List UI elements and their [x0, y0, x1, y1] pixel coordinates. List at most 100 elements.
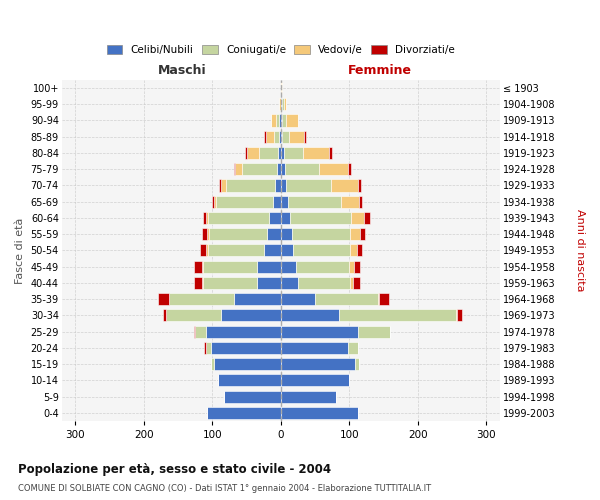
- Bar: [354, 260, 361, 272]
- Bar: [350, 228, 359, 240]
- Bar: [350, 244, 357, 256]
- Bar: [202, 277, 203, 289]
- Bar: [257, 260, 281, 272]
- Bar: [364, 212, 370, 224]
- Bar: [202, 228, 207, 240]
- Bar: [280, 130, 281, 143]
- Bar: [206, 326, 281, 338]
- Bar: [194, 326, 195, 338]
- Bar: [282, 114, 286, 126]
- Y-axis label: Fasce di età: Fasce di età: [15, 217, 25, 284]
- Bar: [281, 163, 285, 175]
- Bar: [277, 163, 281, 175]
- Bar: [234, 293, 281, 305]
- Bar: [267, 228, 281, 240]
- Bar: [204, 342, 206, 354]
- Bar: [226, 180, 275, 192]
- Bar: [281, 326, 358, 338]
- Bar: [245, 147, 247, 159]
- Bar: [281, 228, 292, 240]
- Bar: [286, 114, 298, 126]
- Bar: [348, 163, 352, 175]
- Bar: [169, 293, 234, 305]
- Bar: [281, 407, 358, 419]
- Bar: [276, 114, 280, 126]
- Bar: [224, 390, 281, 402]
- Bar: [242, 163, 277, 175]
- Bar: [221, 180, 226, 192]
- Text: COMUNE DI SOLBIATE CON CAGNO (CO) - Dati ISTAT 1° gennaio 2004 - Elaborazione TU: COMUNE DI SOLBIATE CON CAGNO (CO) - Dati…: [18, 484, 431, 493]
- Bar: [264, 244, 281, 256]
- Bar: [315, 293, 378, 305]
- Bar: [284, 98, 286, 110]
- Bar: [281, 98, 282, 110]
- Bar: [265, 130, 266, 143]
- Bar: [298, 277, 350, 289]
- Bar: [281, 82, 282, 94]
- Bar: [348, 342, 358, 354]
- Legend: Celibi/Nubili, Coniugati/e, Vedovi/e, Divorziati/e: Celibi/Nubili, Coniugati/e, Vedovi/e, Di…: [103, 40, 459, 59]
- Bar: [281, 293, 315, 305]
- Bar: [194, 277, 202, 289]
- Bar: [281, 310, 339, 322]
- Bar: [206, 212, 208, 224]
- Text: Femmine: Femmine: [347, 64, 412, 76]
- Bar: [214, 358, 281, 370]
- Bar: [281, 114, 282, 126]
- Bar: [203, 260, 257, 272]
- Bar: [235, 163, 242, 175]
- Bar: [359, 196, 362, 208]
- Bar: [203, 212, 206, 224]
- Bar: [331, 180, 358, 192]
- Text: Popolazione per età, sesso e stato civile - 2004: Popolazione per età, sesso e stato civil…: [18, 462, 331, 475]
- Bar: [281, 196, 288, 208]
- Bar: [303, 147, 329, 159]
- Bar: [212, 196, 214, 208]
- Bar: [206, 342, 211, 354]
- Bar: [266, 130, 274, 143]
- Bar: [272, 196, 281, 208]
- Bar: [281, 374, 349, 386]
- Bar: [203, 277, 257, 289]
- Bar: [211, 358, 214, 370]
- Bar: [208, 212, 269, 224]
- Bar: [269, 212, 281, 224]
- Bar: [319, 163, 348, 175]
- Bar: [357, 244, 362, 256]
- Bar: [207, 407, 281, 419]
- Bar: [292, 228, 350, 240]
- Bar: [355, 358, 359, 370]
- Bar: [329, 147, 332, 159]
- Bar: [349, 260, 354, 272]
- Bar: [206, 244, 208, 256]
- Bar: [281, 130, 282, 143]
- Bar: [350, 277, 353, 289]
- Bar: [281, 212, 290, 224]
- Bar: [218, 180, 221, 192]
- Bar: [214, 196, 217, 208]
- Bar: [158, 293, 169, 305]
- Bar: [211, 342, 281, 354]
- Bar: [286, 180, 331, 192]
- Bar: [217, 196, 272, 208]
- Bar: [278, 147, 281, 159]
- Bar: [378, 293, 379, 305]
- Bar: [281, 277, 298, 289]
- Bar: [281, 180, 286, 192]
- Bar: [259, 147, 278, 159]
- Bar: [257, 277, 281, 289]
- Bar: [271, 114, 276, 126]
- Bar: [194, 260, 202, 272]
- Bar: [359, 228, 365, 240]
- Bar: [166, 310, 221, 322]
- Bar: [281, 260, 296, 272]
- Bar: [341, 196, 359, 208]
- Bar: [209, 228, 267, 240]
- Bar: [200, 244, 206, 256]
- Bar: [280, 98, 281, 110]
- Bar: [281, 147, 284, 159]
- Bar: [293, 244, 350, 256]
- Bar: [275, 180, 281, 192]
- Bar: [296, 260, 349, 272]
- Bar: [353, 277, 359, 289]
